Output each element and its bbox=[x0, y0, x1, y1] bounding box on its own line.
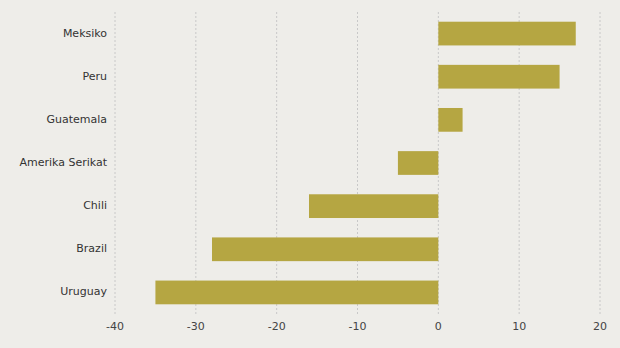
grid-line bbox=[519, 12, 520, 314]
bar bbox=[438, 22, 575, 46]
bar bbox=[155, 281, 438, 305]
bar bbox=[212, 237, 438, 261]
tick-label: -20 bbox=[268, 320, 286, 333]
category-label: Amerika Serikat bbox=[19, 156, 107, 169]
x-axis: -40 -30 -20 -10 0 10 20 bbox=[106, 320, 607, 333]
tick-label: -30 bbox=[187, 320, 205, 333]
grid-line bbox=[357, 12, 358, 314]
tick-label: 10 bbox=[512, 320, 526, 333]
background bbox=[0, 0, 620, 348]
grid-line bbox=[600, 12, 601, 314]
y-axis: Uruguay Brazil Chili Amerika Serikat Guatema… bbox=[19, 27, 107, 299]
bar bbox=[438, 108, 462, 132]
chart: -40 -30 -20 -10 0 10 20 Uruguay Brazil Chili Ameri… bbox=[0, 0, 620, 348]
category-label: Peru bbox=[82, 70, 107, 83]
category-label: Guatemala bbox=[46, 113, 107, 126]
tick-label: 0 bbox=[435, 320, 442, 333]
bar bbox=[398, 151, 438, 175]
category-label: Brazil bbox=[76, 242, 107, 255]
tick-label: 20 bbox=[593, 320, 607, 333]
chart-container: -40 -30 -20 -10 0 10 20 Uruguay Brazil Chili Ameri… bbox=[0, 0, 620, 348]
category-label: Chili bbox=[83, 199, 107, 212]
category-label: Meksiko bbox=[63, 27, 107, 40]
grid bbox=[115, 12, 600, 314]
grid-line bbox=[276, 12, 277, 314]
bar bbox=[309, 194, 438, 218]
tick-label: -40 bbox=[106, 320, 124, 333]
bars bbox=[155, 22, 575, 305]
bar bbox=[438, 65, 559, 89]
grid-line bbox=[195, 12, 196, 314]
grid-line bbox=[115, 12, 116, 314]
category-label: Uruguay bbox=[60, 285, 107, 298]
tick-label: -10 bbox=[349, 320, 367, 333]
